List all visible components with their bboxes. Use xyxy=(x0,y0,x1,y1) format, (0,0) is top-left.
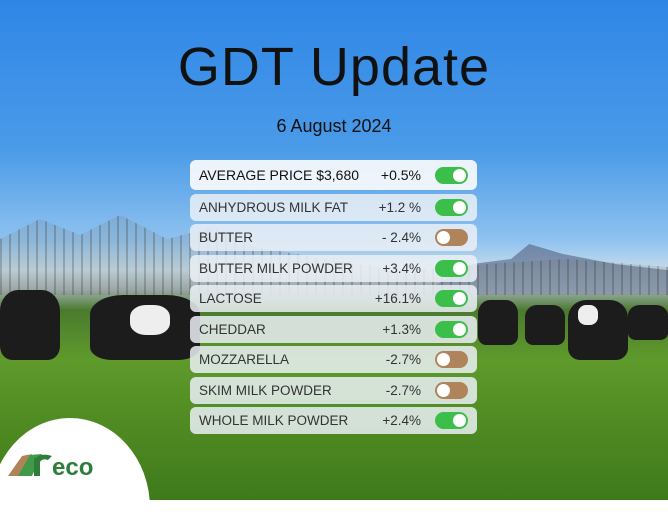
toggle-on-icon xyxy=(435,412,468,429)
price-row: CHEDDAR +1.3% xyxy=(190,315,477,343)
svg-text:eco: eco xyxy=(52,454,93,476)
price-change: +16.1% xyxy=(374,291,421,306)
cow-spot xyxy=(578,305,598,325)
price-list: AVERAGE PRICE $3,680 +0.5% ANHYDROUS MIL… xyxy=(190,160,477,438)
cow xyxy=(568,300,628,360)
cow xyxy=(628,305,668,340)
toggle-off-icon xyxy=(435,351,468,368)
price-change: +1.3% xyxy=(382,321,421,337)
price-row: BUTTER MILK POWDER +3.4% xyxy=(190,254,477,282)
toggle-on-icon xyxy=(435,259,468,277)
price-row: MOZZARELLA -2.7% xyxy=(190,346,477,373)
toggle-on-icon xyxy=(435,166,468,184)
price-change: +1.2 % xyxy=(378,199,421,215)
price-row: LACTOSE +16.1% xyxy=(190,285,477,312)
product-label: BUTTER MILK POWDER xyxy=(199,260,353,276)
product-label: WHOLE MILK POWDER xyxy=(199,413,349,428)
price-change: +0.5% xyxy=(380,167,421,183)
toggle-on-icon xyxy=(435,320,468,338)
price-row: ANHYDROUS MILK FAT +1.2 % xyxy=(190,193,477,221)
price-row: SKIM MILK POWDER -2.7% xyxy=(190,376,477,404)
product-label: CHEDDAR xyxy=(199,321,266,337)
product-label: LACTOSE xyxy=(199,291,262,306)
product-label: MOZZARELLA xyxy=(199,352,290,367)
price-change: +2.4% xyxy=(382,413,421,428)
cow xyxy=(525,305,565,345)
toggle-on-icon xyxy=(435,198,468,216)
cow-spot xyxy=(130,305,170,335)
price-change: +3.4% xyxy=(382,260,421,276)
price-row: BUTTER - 2.4% xyxy=(190,224,477,251)
price-row: AVERAGE PRICE $3,680 +0.5% xyxy=(190,160,477,190)
product-label: BUTTER xyxy=(199,230,253,245)
page-title: GDT Update xyxy=(177,37,491,97)
cow xyxy=(478,300,518,345)
product-label: SKIM MILK POWDER xyxy=(199,382,332,398)
cow xyxy=(90,295,200,360)
cow xyxy=(0,290,60,360)
toggle-off-icon xyxy=(435,229,468,246)
price-change: - 2.4% xyxy=(381,230,421,245)
price-row: WHOLE MILK POWDER +2.4% xyxy=(190,407,477,434)
product-label: ANHYDROUS MILK FAT xyxy=(199,199,349,215)
date: 6 August 2024 xyxy=(276,116,392,136)
product-label: AVERAGE PRICE $3,680 xyxy=(199,167,360,183)
reco-logo-icon: eco xyxy=(8,454,93,476)
price-change: -2.7% xyxy=(385,382,421,398)
toggle-off-icon xyxy=(435,381,468,399)
price-change: -2.7% xyxy=(385,352,421,367)
toggle-on-icon xyxy=(435,290,468,307)
